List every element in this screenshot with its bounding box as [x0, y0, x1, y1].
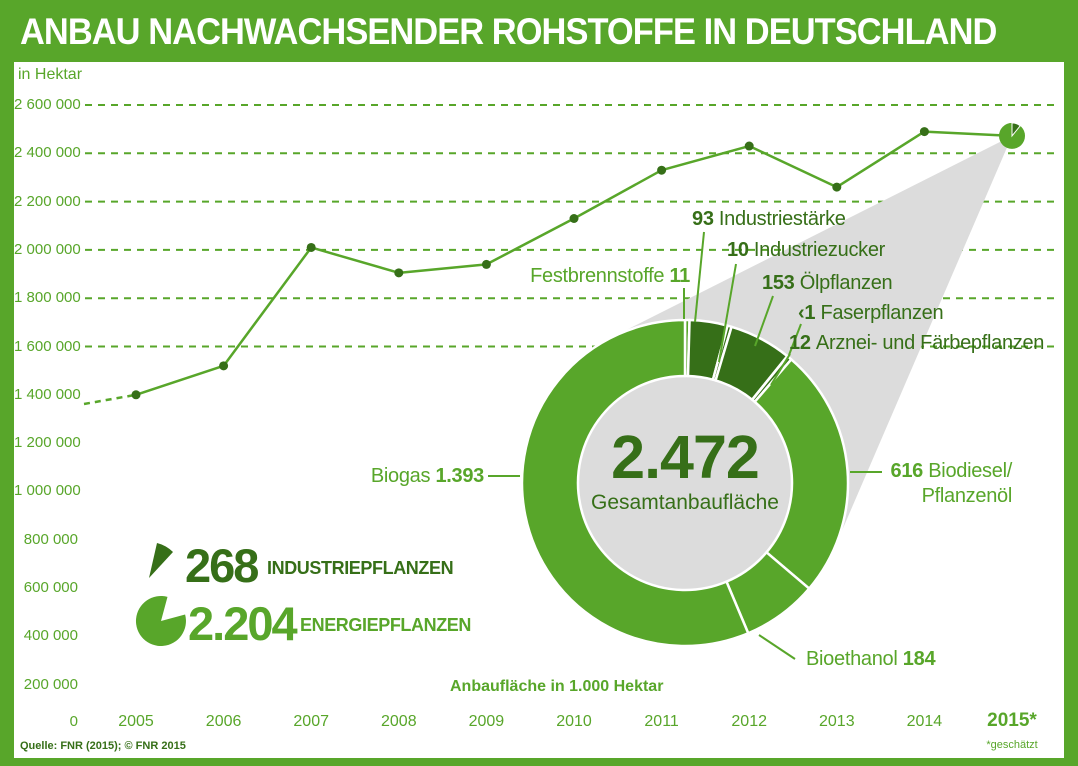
donut-segment-Biogas: [520, 318, 750, 648]
data-point: [744, 141, 754, 151]
data-point: [832, 182, 842, 192]
x-tick-label: 2013: [819, 713, 855, 730]
data-point: [569, 214, 579, 224]
magnifier-beam: [611, 135, 1012, 548]
y-tick-label: 200 000: [23, 675, 78, 693]
y-axis-unit-label: in Hektar: [18, 66, 83, 83]
y-tick-label: 800 000: [23, 530, 78, 548]
data-point: [219, 361, 229, 371]
callout-biodiesel: 616 Biodiesel/ Pflanzenöl: [890, 460, 1013, 507]
unit-note: Anbaufläche in 1.000 Hektar: [450, 678, 664, 695]
data-point: [131, 390, 141, 400]
legend-industrie-label: INDUSTRIEPFLANZEN: [267, 558, 454, 578]
data-point: [481, 259, 491, 269]
leader-arznei: [770, 353, 791, 386]
callout-oelpflanzen: 153 Ölpflanzen: [762, 272, 893, 294]
y-tick-label: 1 600 000: [14, 337, 81, 355]
industrial-wedge-icon: [149, 543, 173, 578]
x-tick-label: 2009: [468, 713, 505, 730]
x-tick-label: 2010: [556, 713, 592, 730]
x-tick-label: 2011: [644, 713, 679, 730]
gridlines: [85, 104, 1056, 348]
donut-center-label: Gesamtanbaufläche: [591, 491, 779, 514]
data-point: [657, 165, 667, 175]
x-tick-label: 2014: [906, 713, 943, 730]
y-tick-label: 1 200 000: [14, 434, 81, 452]
energy-pie-icon: [135, 596, 186, 647]
callout-biogas: Biogas 1.393: [370, 465, 484, 487]
callout-arznei: 12 Arznei- und Färbepflanzen: [789, 332, 1045, 354]
leader-lines: [488, 231, 882, 660]
leader-faserpflanzen: [788, 323, 802, 356]
y-tick-label: 1 400 000: [14, 385, 81, 403]
data-point: [394, 268, 404, 278]
leader-industriezucker: [718, 263, 737, 363]
y-tick-label: 2 600 000: [14, 96, 81, 113]
estimate-footnote: *geschätzt: [986, 739, 1038, 751]
donut-center-circle: [578, 376, 792, 590]
data-point: [919, 127, 929, 137]
callout-faserpflanzen: ‹1 Faserpflanzen: [798, 302, 944, 324]
x-tick-label: 2008: [381, 713, 417, 730]
y-tick-label: 600 000: [23, 579, 78, 596]
x-tick-label: 2012: [731, 713, 767, 730]
marker-2015-pie: [999, 122, 1025, 149]
leader-bioethanol: [758, 634, 796, 660]
donut-center-value: 2.472: [611, 423, 760, 491]
marker-2015-wedge: [1011, 122, 1021, 138]
trend-line-group: [83, 127, 1013, 406]
y-tick-label: 2 400 000: [14, 144, 81, 162]
lead-in-dashed: [83, 393, 137, 406]
page-title: ANBAU NACHWACHSENDER ROHSTOFFE IN DEUTSC…: [20, 11, 997, 52]
y-tick-label: 1 800 000: [14, 289, 81, 307]
x-tick-label: 2006: [205, 713, 242, 730]
x-tick-label: 2007: [293, 713, 329, 730]
callout-industriezucker: 10 Industriezucker: [727, 239, 886, 261]
callout-festbrennstoffe: Festbrennstoffe 11: [530, 265, 690, 287]
leader-industriestaerke: [694, 231, 705, 323]
y-tick-label: 0: [69, 713, 78, 730]
y-tick-label: 1 000 000: [14, 482, 81, 500]
callout-bioethanol: Bioethanol 184: [806, 648, 936, 670]
donut-chart: [520, 318, 850, 648]
leader-oelpflanzen: [754, 295, 774, 347]
source-credit: Quelle: FNR (2015); © FNR 2015: [20, 740, 186, 752]
legend-energie-label: ENERGIEPFLANZEN: [300, 615, 472, 635]
legend-energie-value: 2.204: [188, 597, 298, 650]
legend-industrie-value: 268: [185, 539, 259, 592]
y-tick-label: 2 000 000: [14, 240, 81, 258]
chart-graphics: [83, 104, 1056, 660]
data-point: [306, 242, 316, 252]
chart-canvas: in Hektar 2 600 000 2 400 000 2 200 000 2 0…: [14, 62, 1064, 758]
y-tick-label: 400 000: [23, 627, 78, 645]
labels-layer: in Hektar 2 600 000 2 400 000 2 200 000 2 0…: [14, 62, 1064, 758]
x-tick-label: 2005: [118, 713, 154, 730]
callout-industriestaerke: 93 Industriestärke: [692, 208, 846, 230]
y-tick-label: 2 200 000: [14, 192, 81, 210]
x-tick-label: 2015*: [987, 710, 1037, 731]
